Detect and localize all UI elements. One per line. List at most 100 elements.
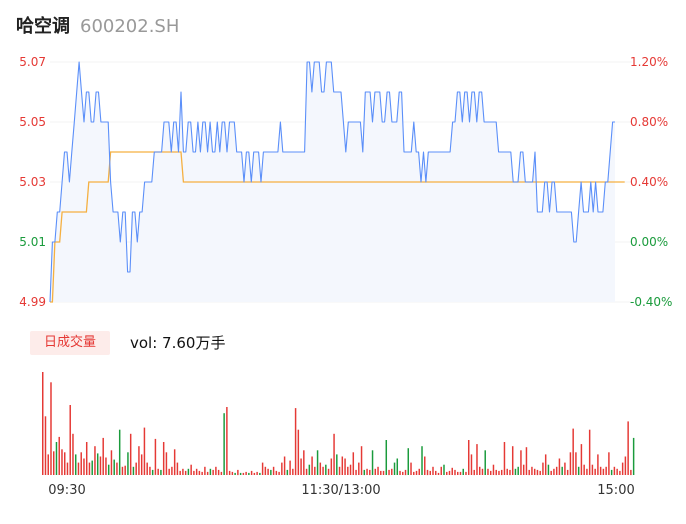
volume-bar (624, 456, 627, 475)
percent-tick-label: 0.00% (630, 235, 668, 249)
stock-name: 哈空调 (16, 16, 70, 37)
time-axis: 09:30 11:30/13:00 15:00 (48, 483, 634, 498)
volume-bar (391, 468, 393, 475)
volume-bar (215, 466, 217, 475)
time-tick-label: 11:30/13:00 (301, 483, 380, 498)
volume-bar (250, 470, 253, 475)
volume-bar (500, 469, 503, 476)
volume-bar (322, 466, 324, 475)
volume-bar (292, 468, 294, 475)
volume-bar (511, 446, 514, 475)
time-tick-label: 15:00 (597, 483, 634, 498)
volume-bar (160, 469, 162, 476)
volume-bar (72, 433, 74, 475)
volume-bar (487, 468, 489, 475)
percent-tick-label: -0.40% (630, 295, 672, 309)
volume-bar (525, 447, 528, 475)
volume-bar (363, 469, 366, 476)
volume-bar (418, 468, 420, 475)
volume-bar (358, 462, 360, 475)
volume-bar (435, 470, 437, 475)
volume-bar (616, 468, 618, 475)
volume-bar (63, 452, 66, 475)
volume-bar (539, 470, 541, 475)
volume-bar (201, 471, 203, 475)
volume-bar (198, 470, 201, 475)
volume-bar (66, 462, 69, 475)
volume-bar (489, 470, 492, 475)
volume-bar (190, 464, 192, 475)
volume-bar (421, 446, 423, 475)
volume-bar (305, 468, 308, 475)
volume-bar (226, 407, 228, 475)
volume-bar (478, 466, 481, 475)
volume-bar (47, 454, 49, 475)
volume-bar (217, 469, 220, 476)
volume-bar (446, 471, 448, 475)
volume-bar (286, 469, 289, 476)
volume-bar (476, 444, 478, 475)
volume-bar (457, 471, 459, 475)
stock-code: 600202.SH (80, 16, 180, 37)
volume-bar (632, 437, 635, 475)
volume-bar (157, 468, 159, 475)
volume-bar (44, 416, 47, 475)
volume-bar (61, 449, 63, 476)
volume-bar (99, 456, 102, 475)
price-tick-label: 4.99 (19, 295, 46, 309)
volume-bar (429, 470, 431, 475)
volume-bar (138, 446, 140, 475)
stock-header: 哈空调 600202.SH (16, 12, 179, 40)
volume-bar (608, 452, 610, 475)
volume-bar (407, 448, 410, 475)
volume-bar (588, 429, 591, 475)
volume-bar (283, 456, 286, 475)
volume-bar (613, 466, 616, 475)
volume-bar (195, 468, 198, 475)
volume-bar (575, 452, 577, 475)
volume-bar (380, 470, 382, 475)
volume-bar (481, 468, 484, 475)
volume-bar (610, 469, 613, 476)
volume-bar (220, 471, 223, 475)
volume-bar (424, 456, 426, 475)
volume-bar (333, 433, 335, 475)
volume-bar (599, 466, 602, 475)
volume-bar (256, 471, 258, 475)
volume-bar (347, 466, 349, 475)
volume-bar (402, 471, 404, 475)
volume-bar (297, 429, 300, 475)
volume-bar (281, 462, 283, 475)
volume-bar (503, 442, 506, 475)
volume-bar (594, 468, 596, 475)
volume-bar (275, 470, 278, 475)
price-tick-label: 5.05 (19, 115, 46, 129)
price-line-path (49, 61, 615, 303)
volume-bar (492, 464, 495, 475)
volume-bar (42, 372, 44, 475)
volume-bar (558, 458, 561, 475)
volume-bar (110, 450, 113, 475)
volume-bar (360, 446, 363, 475)
volume-bar (404, 469, 407, 476)
volume-bar (369, 469, 371, 476)
volume-bar (184, 470, 187, 475)
volume-bar (377, 466, 379, 475)
volume-bar (143, 427, 146, 475)
volume-bar (182, 468, 184, 475)
volume-bar (325, 464, 327, 475)
volume-bar (132, 466, 135, 475)
volume-bar (140, 454, 143, 475)
volume-bar (118, 429, 121, 475)
volume-bar (314, 466, 316, 475)
volume-bar (231, 471, 234, 475)
volume-bar (319, 462, 322, 475)
volume-bar (605, 466, 607, 475)
volume-bar (451, 467, 453, 475)
volume-bar (176, 462, 179, 475)
volume-bar (470, 454, 473, 475)
volume-bar (311, 456, 313, 475)
price-tick-label: 5.03 (19, 175, 46, 189)
volume-bar (542, 462, 544, 475)
volume-readout: vol: 7.60万手 (130, 334, 226, 352)
